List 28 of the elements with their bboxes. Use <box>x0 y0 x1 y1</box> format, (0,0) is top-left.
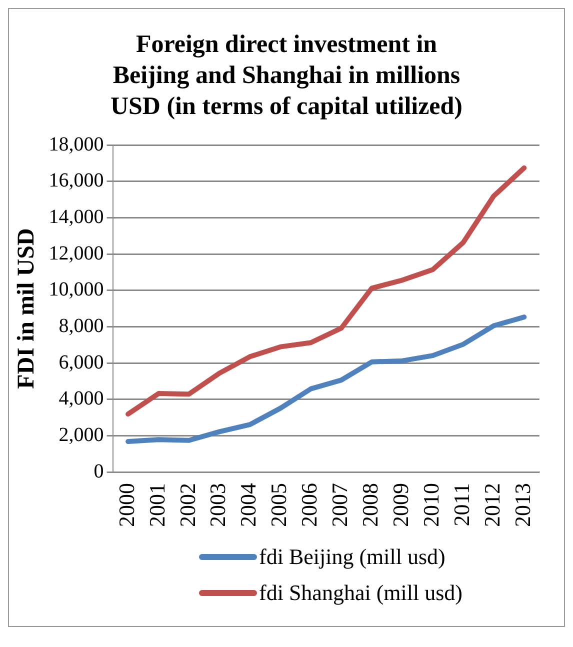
x-tick-label: 2012 <box>479 483 504 527</box>
x-tick-label: 2005 <box>266 483 292 527</box>
x-tick-label: 2008 <box>358 483 383 527</box>
y-tick-label: 8,000 <box>58 314 104 337</box>
y-tick-label: 14,000 <box>48 206 104 228</box>
x-tick-label: 2013 <box>510 483 535 527</box>
chart-title: Foreign direct investment in Beijing and Shanghai in millions USD (in terms of capital utilized) <box>109 30 464 122</box>
y-axis-title: FDI in mil USD <box>14 228 40 389</box>
x-tick-label: 2010 <box>418 483 444 527</box>
x-tick-label: 2000 <box>114 483 139 527</box>
x-tick-label: 2004 <box>236 483 261 527</box>
legend-label: fdi Shanghai (mill usd) <box>259 580 462 606</box>
y-tick-label: 6,000 <box>58 351 104 374</box>
legend-label: fdi Beijing (mill usd) <box>259 544 446 570</box>
y-tick-label: 10,000 <box>48 278 104 301</box>
x-tick-label: 2006 <box>296 483 322 527</box>
y-tick-label: 18,000 <box>48 133 104 156</box>
y-tick-label: 0 <box>94 460 104 482</box>
y-tick-label: 4,000 <box>58 388 104 410</box>
x-tick-label: 2003 <box>205 483 230 527</box>
y-tick-label: 16,000 <box>48 170 104 192</box>
x-tick-label: 2009 <box>388 483 414 527</box>
y-tick-label: 12,000 <box>48 242 104 264</box>
y-tick-label: 2,000 <box>58 424 104 446</box>
x-tick-label: 2011 <box>449 483 474 526</box>
x-tick-label: 2007 <box>327 483 352 527</box>
x-tick-label: 2002 <box>174 483 200 527</box>
x-tick-label: 2001 <box>144 483 170 527</box>
